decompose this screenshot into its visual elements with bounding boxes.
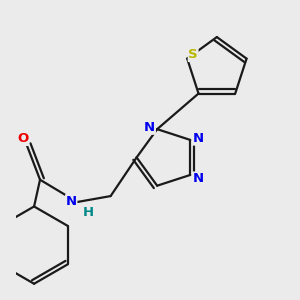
Text: N: N xyxy=(192,132,203,145)
Text: H: H xyxy=(83,206,94,219)
Text: O: O xyxy=(17,132,28,146)
Text: S: S xyxy=(188,48,198,62)
Text: N: N xyxy=(66,195,77,208)
Text: N: N xyxy=(192,172,203,185)
Text: N: N xyxy=(144,121,155,134)
